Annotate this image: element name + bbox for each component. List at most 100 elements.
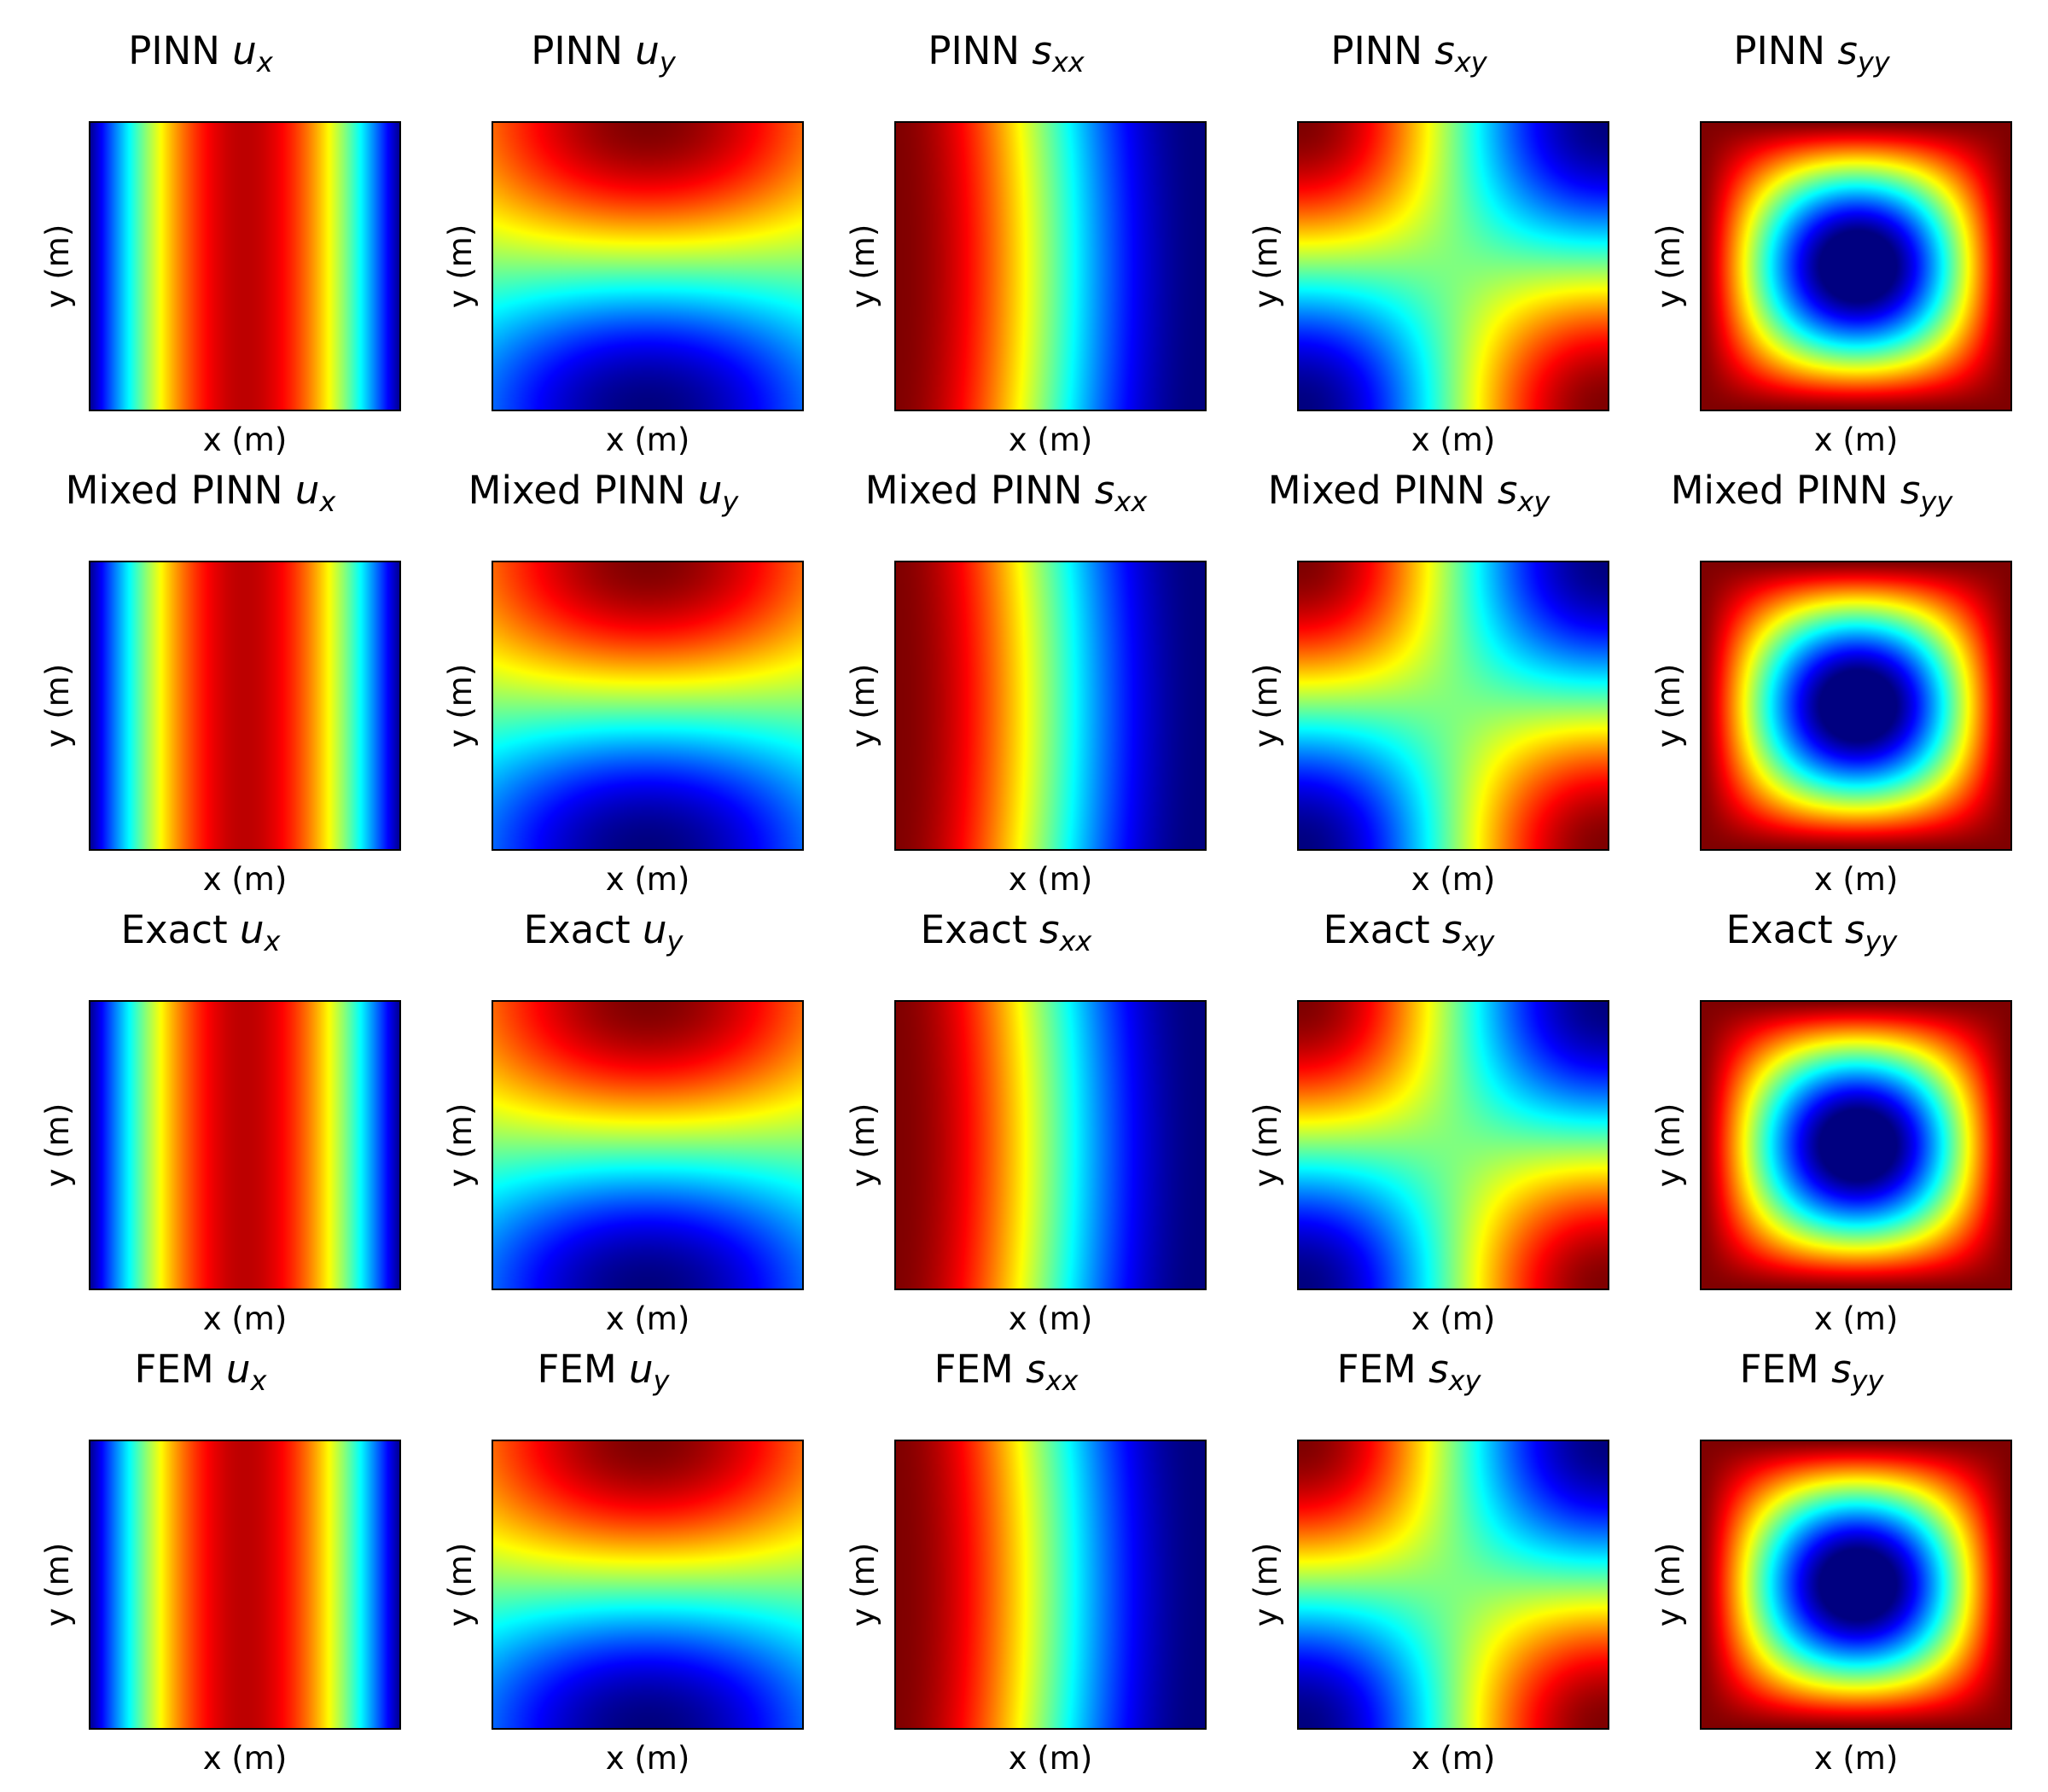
heatmap-panel: PINN syy x (m) y (m) [1611,26,2012,469]
panel-title: Mixed PINN ux [0,465,401,516]
y-axis-label: y (m) [39,1542,76,1627]
heatmap-image [1299,123,1608,410]
heatmap-image [1299,562,1608,849]
plot-area [894,1440,1207,1730]
panel-title-symbol: s [1845,907,1865,952]
panel-title-symbol: s [1434,28,1455,73]
panel-title-method: Mixed PINN [1670,468,1888,513]
heatmap-panel: FEM sxy x (m) y (m) [1208,1344,1609,1788]
plot-area [1297,1000,1609,1290]
plot-area [89,121,401,411]
panel-title-subscript: yy [1851,1364,1884,1397]
panel-title-method: FEM [1739,1347,1819,1392]
heatmap-image [1702,1002,2010,1289]
panel-title-subscript: xy [1517,486,1551,518]
panel-title-method: FEM [537,1347,617,1392]
y-axis-label: y (m) [39,663,76,748]
panel-title-method: Mixed PINN [864,468,1083,513]
x-axis-label: x (m) [605,1300,690,1337]
panel-title-method: Exact [1725,907,1833,952]
panel-title-method: Exact [1323,907,1430,952]
panel-title-method: FEM [1336,1347,1417,1392]
heatmap-panel: FEM sxx x (m) y (m) [806,1344,1207,1788]
panel-title-symbol: s [1032,28,1052,73]
panel-title: PINN uy [403,26,804,77]
y-axis-label: y (m) [1248,663,1284,748]
panel-title-symbol: u [635,28,660,73]
heatmap-panel: FEM uy x (m) y (m) [403,1344,804,1788]
plot-area [1700,121,2012,411]
heatmap-panel: PINN ux x (m) y (m) [0,26,401,469]
plot-area [1297,121,1609,411]
panel-title-method: Mixed PINN [65,468,283,513]
panel-title-method: PINN [1330,28,1423,73]
y-axis-label: y (m) [1248,1103,1284,1188]
panel-title: Exact sxx [806,905,1207,956]
panel-title-method: Mixed PINN [468,468,686,513]
heatmap-image [896,1002,1205,1289]
heatmap-panel: PINN sxy x (m) y (m) [1208,26,1609,469]
x-axis-label: x (m) [1411,861,1496,898]
panel-title: FEM ux [0,1344,401,1395]
plot-area [492,121,804,411]
panel-title-symbol: s [1442,907,1463,952]
panel-title-subscript: yy [1865,925,1898,957]
panel-title: FEM sxy [1208,1344,1609,1395]
panel-title-symbol: u [697,468,723,513]
x-axis-label: x (m) [202,861,288,898]
panel-title-method: Mixed PINN [1267,468,1486,513]
x-axis-label: x (m) [1008,1740,1093,1777]
heatmap-panel: Mixed PINN sxx x (m) y (m) [806,465,1207,909]
plot-area [1297,561,1609,851]
heatmap-panel: Exact sxy x (m) y (m) [1208,905,1609,1348]
panel-title: Mixed PINN syy [1611,465,2012,516]
panel-title-method: PINN [928,28,1021,73]
panel-title: PINN syy [1611,26,2012,77]
panel-title-symbol: u [232,28,257,73]
y-axis-label: y (m) [442,663,479,748]
panel-title-subscript: y [653,1364,670,1397]
panel-title-method: PINN [531,28,623,73]
y-axis-label: y (m) [1248,1542,1284,1627]
panel-title-symbol: s [1428,1347,1449,1392]
heatmap-image [896,562,1205,849]
plot-area [894,561,1207,851]
y-axis-label: y (m) [1650,1103,1687,1188]
y-axis-label: y (m) [1248,224,1284,309]
panel-title-method: PINN [1733,28,1826,73]
panel-title: Mixed PINN sxx [806,465,1207,516]
heatmap-image [896,123,1205,410]
panel-title-symbol: u [294,468,320,513]
x-axis-label: x (m) [1813,422,1899,458]
panel-title-symbol: u [629,1347,654,1392]
heatmap-image [1702,562,2010,849]
x-axis-label: x (m) [1411,1300,1496,1337]
heatmap-panel: Mixed PINN uy x (m) y (m) [403,465,804,909]
x-axis-label: x (m) [1008,422,1093,458]
heatmap-panel: Exact sxx x (m) y (m) [806,905,1207,1348]
y-axis-label: y (m) [442,1542,479,1627]
panel-title-subscript: x [264,925,281,957]
panel-title-subscript: xx [1059,925,1092,957]
heatmap-panel: Mixed PINN sxy x (m) y (m) [1208,465,1609,909]
panel-title-subscript: xx [1051,46,1085,79]
plot-area [1297,1440,1609,1730]
x-axis-label: x (m) [1411,422,1496,458]
y-axis-label: y (m) [442,1103,479,1188]
heatmap-panel: FEM syy x (m) y (m) [1611,1344,2012,1788]
plot-area [89,1000,401,1290]
y-axis-label: y (m) [39,1103,76,1188]
panel-title-subscript: xy [1462,925,1495,957]
x-axis-label: x (m) [1008,1300,1093,1337]
panel-title-subscript: x [250,1364,267,1397]
y-axis-label: y (m) [1650,1542,1687,1627]
panel-title: PINN sxx [806,26,1207,77]
plot-area [894,121,1207,411]
plot-area [492,561,804,851]
heatmap-panel: Exact syy x (m) y (m) [1611,905,2012,1348]
x-axis-label: x (m) [605,1740,690,1777]
heatmap-image [493,1441,802,1728]
panel-title-subscript: xx [1114,486,1148,518]
heatmap-panel: Exact ux x (m) y (m) [0,905,401,1348]
